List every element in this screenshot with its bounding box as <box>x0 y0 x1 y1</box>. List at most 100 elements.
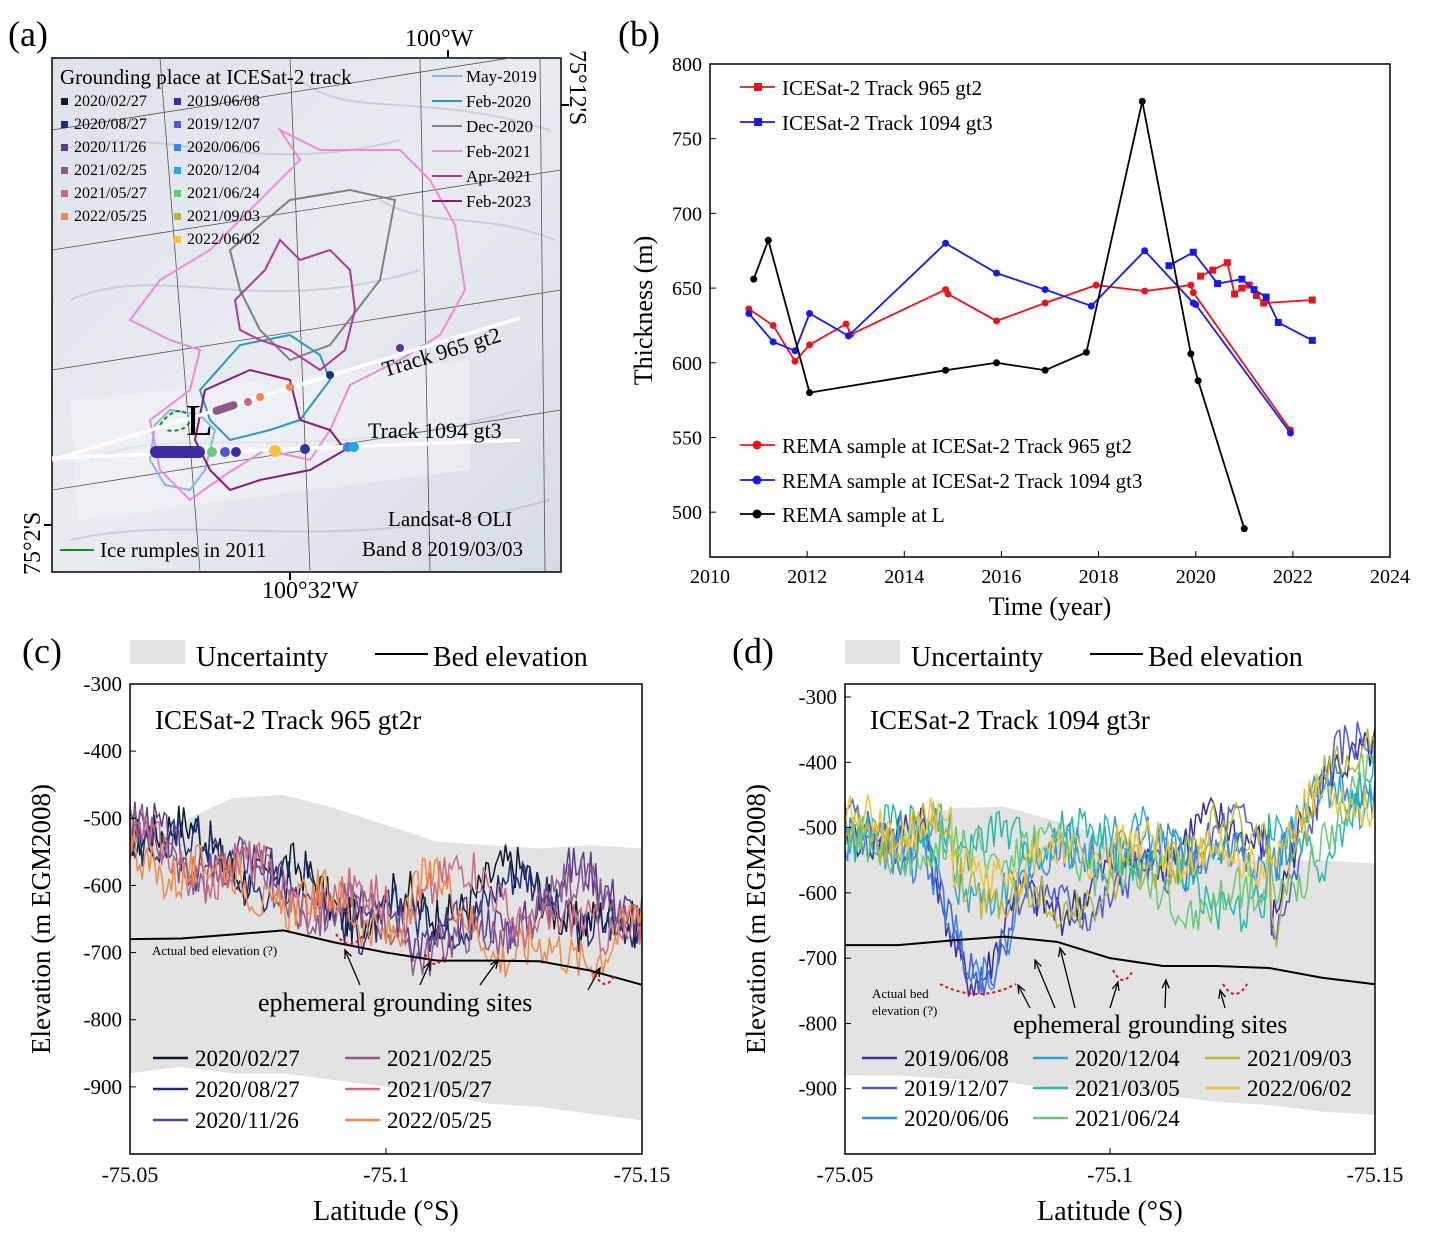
legend-label: 2022/05/25 <box>387 1108 492 1133</box>
annotation-arrowhead <box>1218 988 1227 1000</box>
lon-label-top: 100°W <box>405 26 474 52</box>
data-point <box>764 236 772 244</box>
panel-label-d: (d) <box>732 631 774 671</box>
bed-annotation-line: Actual bed <box>872 986 929 1001</box>
date-label: 2019/12/07 <box>187 116 260 133</box>
data-point <box>1041 286 1049 294</box>
legend-label: 2020/06/06 <box>904 1106 1009 1131</box>
data-point <box>1141 247 1149 255</box>
series-line <box>1168 251 1313 342</box>
x-tick-label: -75.15 <box>1347 1162 1404 1187</box>
gl-legend-label: May-2019 <box>466 67 537 86</box>
legend-marker <box>752 475 762 485</box>
y-tick-label: -400 <box>84 739 123 763</box>
legend-label: REMA sample at L <box>782 503 945 527</box>
gl-feb-2021 <box>128 127 467 502</box>
chart-title: ICESat-2 Track 1094 gt3r <box>870 705 1150 735</box>
date-marker <box>61 167 68 174</box>
elevation-profile-line <box>844 773 1376 899</box>
map-date-legend: 2020/02/27 2020/08/27 2020/11/26 2021/02/25… <box>61 93 260 248</box>
imagery-label-1: Landsat-8 OLI <box>388 507 512 531</box>
grounding-lines <box>128 127 467 502</box>
annotation-arrowhead <box>423 960 431 972</box>
legend-label: 2020/08/27 <box>195 1077 300 1102</box>
uncertainty-legend-swatch <box>845 640 900 664</box>
thickness-chart: 2010 2012 2014 2016 2018 2020 2022 2024 500 550 60… <box>629 54 1410 621</box>
data-point <box>806 389 814 397</box>
data-point <box>1165 262 1173 270</box>
x-axis-label: Time (year) <box>989 592 1112 621</box>
x-tick-label: 2016 <box>981 566 1021 588</box>
x-tick-label: 2010 <box>690 566 730 588</box>
annotation-arrow <box>1109 981 1119 1009</box>
data-point <box>791 347 799 355</box>
data-point <box>1286 429 1294 437</box>
data-point <box>750 275 758 283</box>
y-tick-label: 550 <box>672 427 702 449</box>
legend-label: 2020/11/26 <box>195 1108 299 1133</box>
date-marker <box>174 236 181 243</box>
y-tick-label: 500 <box>672 502 702 524</box>
elevation-profile-line <box>129 833 643 981</box>
y-tick-label: 700 <box>672 203 702 225</box>
y-tick-label: 800 <box>672 54 702 76</box>
annotation-arrow <box>1017 984 1031 1009</box>
annotation-arrow <box>1219 989 1226 1009</box>
series-line <box>748 284 1292 431</box>
bed-arc <box>594 973 616 985</box>
date-marker <box>61 190 68 197</box>
data-point <box>1250 286 1258 294</box>
rumples-legend-label: Ice rumples in 2011 <box>100 538 267 562</box>
legend-marker <box>754 118 762 126</box>
bed-elevation-line <box>845 935 1376 986</box>
y-tick-label: 650 <box>672 278 702 300</box>
grounding-annotation: ephemeral grounding sites <box>1013 1010 1287 1039</box>
annotation-arrowhead <box>1017 983 1026 995</box>
legend-label: ICESat-2 Track 1094 gt3 <box>782 111 993 135</box>
date-label: 2021/09/03 <box>187 208 260 225</box>
y-tick-label: 750 <box>672 129 702 151</box>
legend-label: 2021/05/27 <box>387 1077 492 1102</box>
x-tick-label: 2014 <box>884 566 924 588</box>
lon-label-bottom: 100°32'W <box>262 578 359 604</box>
data-point <box>1187 281 1195 289</box>
legend-label: REMA sample at ICESat-2 Track 965 gt2 <box>782 434 1132 458</box>
annotation-arrowhead <box>592 966 601 978</box>
data-point <box>1209 266 1217 274</box>
chart-title: ICESat-2 Track 965 gt2r <box>155 705 421 735</box>
annotation-arrowhead <box>1161 978 1170 989</box>
map-panel: 100°W 75°12'S 75°2'S 100°32'W Grounding … <box>20 26 590 604</box>
panel-label-a: (a) <box>8 14 48 54</box>
x-tick-label: -75.05 <box>817 1162 874 1187</box>
x-tick-label: 2018 <box>1079 566 1119 588</box>
uncertainty-legend-label: Uncertainty <box>911 642 1043 673</box>
elevation-profile-line <box>129 812 643 957</box>
track-965-profile-chart: -75.05 -75.1 -75.15 -300 -400 -500 -600 -700 -80… <box>26 640 670 1227</box>
data-point <box>844 332 852 340</box>
date-label: 2020/02/27 <box>74 93 147 110</box>
date-marker <box>174 167 181 174</box>
panel-label-b: (b) <box>618 14 660 54</box>
gl-legend-label: Feb-2023 <box>466 192 531 211</box>
gl-may-2019 <box>148 408 217 492</box>
date-marker <box>61 213 68 220</box>
panel-label-c: (c) <box>22 631 62 671</box>
gl-legend-label: Feb-2020 <box>466 92 531 111</box>
date-label: 2021/06/24 <box>187 185 260 202</box>
data-point <box>1138 97 1146 105</box>
y-tick-label: -900 <box>799 1077 838 1101</box>
gl-feb-2020 <box>198 333 332 442</box>
date-label: 2020/11/26 <box>74 139 146 156</box>
bed-annotation: Actual bed elevation (?) <box>152 943 277 958</box>
bed-legend-label: Bed elevation <box>433 642 588 673</box>
annotation-arrow <box>1034 959 1056 1009</box>
gl-legend-label: Dec-2020 <box>466 117 533 136</box>
legend-marker <box>754 83 762 91</box>
data-point <box>1252 292 1260 300</box>
legend-label: 2021/03/05 <box>1075 1076 1180 1101</box>
legend-label: 2022/06/02 <box>1247 1076 1352 1101</box>
y-tick-label: -300 <box>84 672 123 696</box>
annotation-arrowhead <box>489 958 499 969</box>
legend-label: 2021/02/25 <box>387 1046 492 1071</box>
